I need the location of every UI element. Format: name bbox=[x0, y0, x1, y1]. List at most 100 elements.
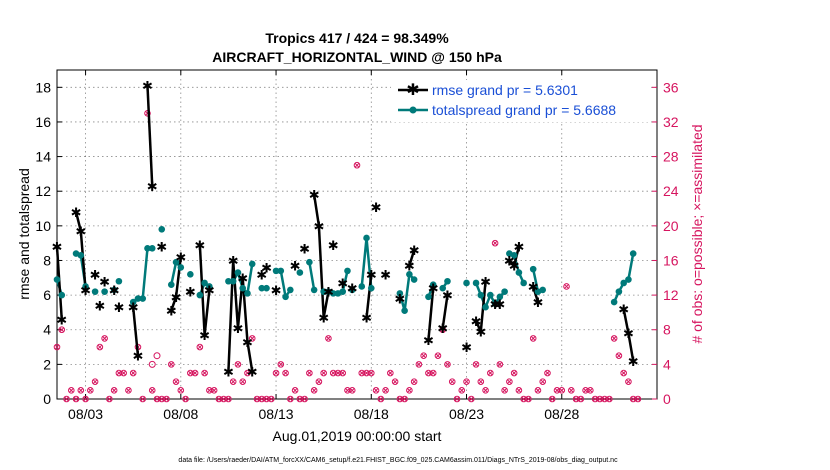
rmse-line bbox=[131, 307, 140, 356]
obs-assimilated-marker bbox=[377, 395, 385, 403]
obs-assimilated-marker bbox=[301, 395, 308, 403]
spread-point bbox=[615, 288, 623, 295]
obs-cross-stroke bbox=[464, 379, 469, 385]
obs-possible-circle bbox=[591, 395, 599, 403]
spread-point bbox=[196, 291, 204, 299]
rmse-line bbox=[55, 246, 64, 320]
obs-possible-circle bbox=[482, 387, 489, 394]
obs-assimilated-marker bbox=[258, 395, 266, 403]
obs-assimilated-marker bbox=[577, 395, 585, 403]
spread-point bbox=[91, 288, 99, 295]
series-lines: ✱✱✱✱✱✱✱✱✱✱ ✱✱✱✱✱✱✱✱✱✱✱✱✱✱✱✱✱✱✱✱✱✱✱✱✱✱✱✱✱✱… bbox=[52, 79, 639, 380]
obs-assimilated-marker bbox=[296, 395, 304, 403]
obs-assimilated-marker bbox=[591, 395, 599, 403]
spread-point bbox=[396, 290, 404, 297]
obs-cross-stroke bbox=[68, 387, 74, 393]
obs-cross-stroke bbox=[573, 396, 579, 402]
obs-assimilated-marker bbox=[291, 387, 299, 394]
right-tick-label: 0 bbox=[663, 391, 671, 407]
obs-assimilated-marker bbox=[53, 343, 61, 351]
y-tick-label: 12 bbox=[35, 183, 51, 199]
rmse-point: ✱ bbox=[347, 281, 358, 296]
right-tick-label: 16 bbox=[663, 252, 679, 268]
spread-point bbox=[463, 279, 470, 287]
obs-possible-circle bbox=[544, 369, 551, 377]
x-tick-label: 08/08 bbox=[163, 406, 198, 422]
y-tick-label: 8 bbox=[43, 252, 51, 268]
rmse-point: ✱ bbox=[247, 364, 258, 379]
spread-point bbox=[487, 291, 494, 299]
obs-possible-circle bbox=[572, 395, 580, 403]
obs-possible-circle bbox=[263, 395, 270, 403]
obs-cross-stroke bbox=[383, 387, 388, 393]
right-tick-label: 28 bbox=[663, 149, 679, 165]
obs-possible-circle bbox=[282, 369, 289, 377]
spread-point bbox=[53, 276, 61, 283]
obs-cross-stroke bbox=[149, 387, 155, 393]
obs-assimilated-marker bbox=[487, 369, 494, 377]
obs-assimilated-marker bbox=[267, 395, 275, 403]
obs-assimilated-marker bbox=[382, 387, 389, 394]
rmse-point: ✱ bbox=[232, 321, 243, 336]
obs-possible-circle bbox=[344, 387, 351, 394]
obs-cross-stroke bbox=[340, 370, 346, 376]
obs-assimilated-marker bbox=[287, 395, 294, 403]
rmse-point: ✱ bbox=[528, 279, 539, 294]
obs-cross-stroke bbox=[173, 379, 179, 385]
spread-point bbox=[82, 283, 89, 290]
obs-cross-stroke bbox=[73, 396, 79, 402]
obs-possible-circle bbox=[125, 387, 132, 394]
spread-point bbox=[348, 286, 356, 294]
rmse-point: ✱ bbox=[480, 274, 491, 289]
obs-assimilated-marker bbox=[320, 369, 327, 377]
right-axis-label: # of obs: o=possible; ×=assimilated bbox=[689, 124, 705, 343]
rmse-point: ✱ bbox=[337, 276, 348, 291]
spread-point bbox=[401, 307, 408, 314]
spread-point bbox=[510, 251, 518, 259]
obs-cross-stroke bbox=[83, 396, 88, 402]
obs-assimilated-marker bbox=[544, 369, 551, 377]
obs-possible-circle bbox=[525, 395, 532, 403]
obs-cross-stroke bbox=[330, 370, 336, 376]
rmse-point: ✱ bbox=[409, 243, 420, 258]
obs-cross-stroke bbox=[335, 370, 341, 376]
obs-assimilated-marker bbox=[482, 387, 489, 394]
obs-assimilated-marker bbox=[372, 387, 380, 394]
rmse-point: ✱ bbox=[423, 333, 434, 348]
obs-possible-circle bbox=[187, 369, 194, 377]
rmse-point: ✱ bbox=[80, 283, 91, 298]
obs-cross-stroke bbox=[568, 387, 574, 393]
obs-possible-circle bbox=[267, 395, 275, 403]
obs-cross-stroke bbox=[354, 162, 360, 168]
x-tick-label: 08/03 bbox=[68, 406, 103, 422]
obs-possible-circle bbox=[248, 335, 256, 342]
obs-cross-stroke bbox=[321, 370, 327, 376]
spread-point bbox=[248, 260, 256, 268]
obs-possible-circle bbox=[82, 395, 89, 403]
spread-point bbox=[58, 291, 66, 299]
obs-assimilated-marker bbox=[344, 387, 351, 394]
obs-cross-stroke bbox=[230, 379, 236, 385]
rmse-point: ✱ bbox=[366, 267, 377, 282]
obs-cross-stroke bbox=[473, 362, 479, 367]
rmse-point: ✱ bbox=[428, 281, 439, 296]
spread-point bbox=[344, 267, 351, 275]
obs-possible-circle bbox=[310, 387, 318, 394]
obs-cross-stroke bbox=[54, 344, 60, 350]
right-tick-label: 12 bbox=[663, 287, 679, 303]
right-tick-label: 4 bbox=[663, 356, 671, 372]
obs-assimilated-marker bbox=[606, 395, 613, 403]
rmse-point: ✱ bbox=[299, 241, 310, 256]
obs-assimilated-marker bbox=[115, 369, 123, 377]
rmse-point: ✱ bbox=[56, 312, 67, 327]
rmse-point: ✱ bbox=[394, 292, 405, 307]
obs-assimilated-marker bbox=[220, 395, 227, 403]
obs-possible-circle bbox=[239, 378, 247, 385]
obs-assimilated-marker bbox=[406, 387, 413, 394]
rmse-point: ✱ bbox=[52, 240, 63, 255]
y-tick-label: 16 bbox=[35, 114, 51, 130]
obs-cross-stroke bbox=[126, 387, 131, 393]
obs-assimilated-marker bbox=[187, 369, 194, 377]
spread-point bbox=[206, 283, 213, 290]
